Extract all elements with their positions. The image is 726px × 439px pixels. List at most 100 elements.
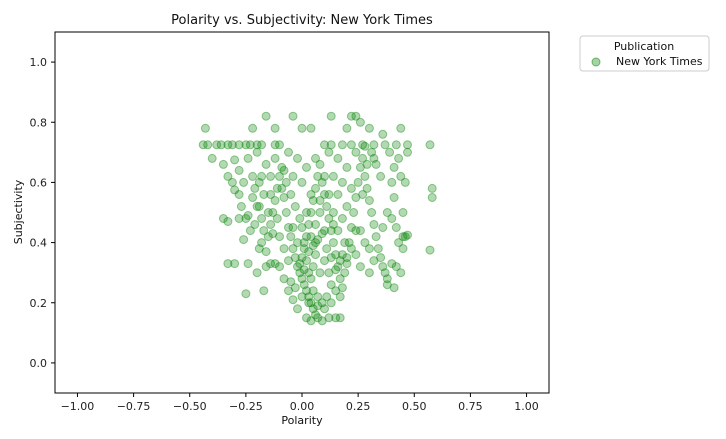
x-tick-label: 0.75 (458, 400, 483, 413)
data-point (427, 183, 437, 193)
data-point (335, 274, 345, 284)
data-point (333, 262, 343, 272)
data-point (391, 262, 401, 272)
data-point (248, 123, 258, 133)
data-point (360, 171, 370, 181)
data-point (376, 253, 386, 263)
data-point (346, 183, 356, 193)
data-point (322, 292, 332, 302)
data-point (335, 256, 345, 266)
data-point (259, 286, 269, 296)
data-point (257, 238, 267, 248)
data-point (216, 140, 226, 150)
data-point (403, 230, 412, 240)
data-point (340, 238, 350, 248)
data-point (403, 147, 412, 157)
data-point (342, 202, 352, 211)
y-tick-label: 0.8 (30, 116, 48, 129)
data-point (315, 196, 325, 205)
data-point (378, 223, 388, 232)
data-point (306, 298, 316, 308)
data-point (396, 123, 406, 133)
data-point (326, 140, 336, 150)
data-point (252, 202, 262, 211)
data-point (371, 159, 381, 169)
data-point (212, 140, 222, 150)
data-point (382, 280, 392, 290)
data-point (311, 310, 320, 320)
x-axis-ticks: −1.00 −0.75 −0.50 −0.25 0.00 0.25 0.50 0.75 1.00 (61, 393, 539, 413)
data-point (427, 193, 437, 202)
data-point (261, 111, 271, 121)
data-point (317, 316, 327, 326)
data-point (326, 253, 336, 263)
data-point (317, 177, 327, 187)
data-point (297, 177, 307, 187)
data-point (304, 292, 314, 302)
data-point (272, 183, 282, 193)
data-point (223, 259, 233, 269)
data-point (342, 259, 352, 269)
data-point (203, 140, 213, 150)
data-point (378, 129, 388, 139)
data-point (346, 244, 356, 254)
data-point (326, 226, 336, 236)
data-point (360, 238, 370, 248)
data-point (369, 140, 379, 150)
data-point (391, 140, 401, 150)
data-point (230, 155, 240, 165)
data-point (353, 177, 363, 187)
data-point (254, 244, 264, 254)
data-point (331, 265, 341, 275)
y-tick-label: 1.0 (30, 56, 48, 69)
data-point (275, 171, 284, 181)
data-point (358, 140, 368, 150)
data-point (378, 262, 388, 272)
data-point (284, 147, 293, 157)
data-point (270, 153, 280, 163)
data-point (306, 274, 316, 284)
data-point (398, 244, 408, 254)
data-point (290, 202, 300, 211)
data-point (425, 245, 435, 255)
legend: Publication New York Times (579, 35, 710, 72)
data-point (403, 140, 412, 150)
data-point (400, 232, 410, 242)
data-point (223, 171, 233, 181)
data-point (425, 140, 435, 150)
data-point (288, 171, 298, 181)
data-point (304, 247, 314, 257)
data-point (250, 220, 260, 229)
data-point (364, 244, 374, 254)
data-point (252, 140, 262, 150)
data-point (302, 162, 311, 172)
data-point (218, 159, 228, 169)
data-point (351, 111, 361, 121)
data-point (234, 214, 244, 223)
data-point (351, 250, 361, 260)
data-point (313, 171, 323, 181)
data-point (331, 286, 341, 296)
data-point (315, 208, 325, 217)
data-point (290, 283, 300, 293)
x-tick-label: 0.00 (290, 400, 315, 413)
data-point (257, 171, 267, 181)
data-point (241, 140, 251, 150)
data-point (304, 298, 314, 308)
data-point (243, 211, 253, 220)
data-point (243, 153, 253, 163)
data-point (266, 220, 276, 229)
data-point (275, 140, 284, 150)
y-tick-label: 0.4 (30, 237, 48, 250)
y-tick-label: 0.2 (30, 297, 48, 310)
data-point (342, 162, 352, 172)
data-point (328, 220, 338, 229)
data-point (351, 226, 361, 236)
data-point (306, 190, 316, 199)
data-point (218, 214, 228, 223)
data-point (335, 313, 345, 323)
data-point (286, 277, 296, 287)
data-point (277, 183, 287, 193)
data-point (268, 229, 278, 239)
data-point (270, 196, 280, 205)
